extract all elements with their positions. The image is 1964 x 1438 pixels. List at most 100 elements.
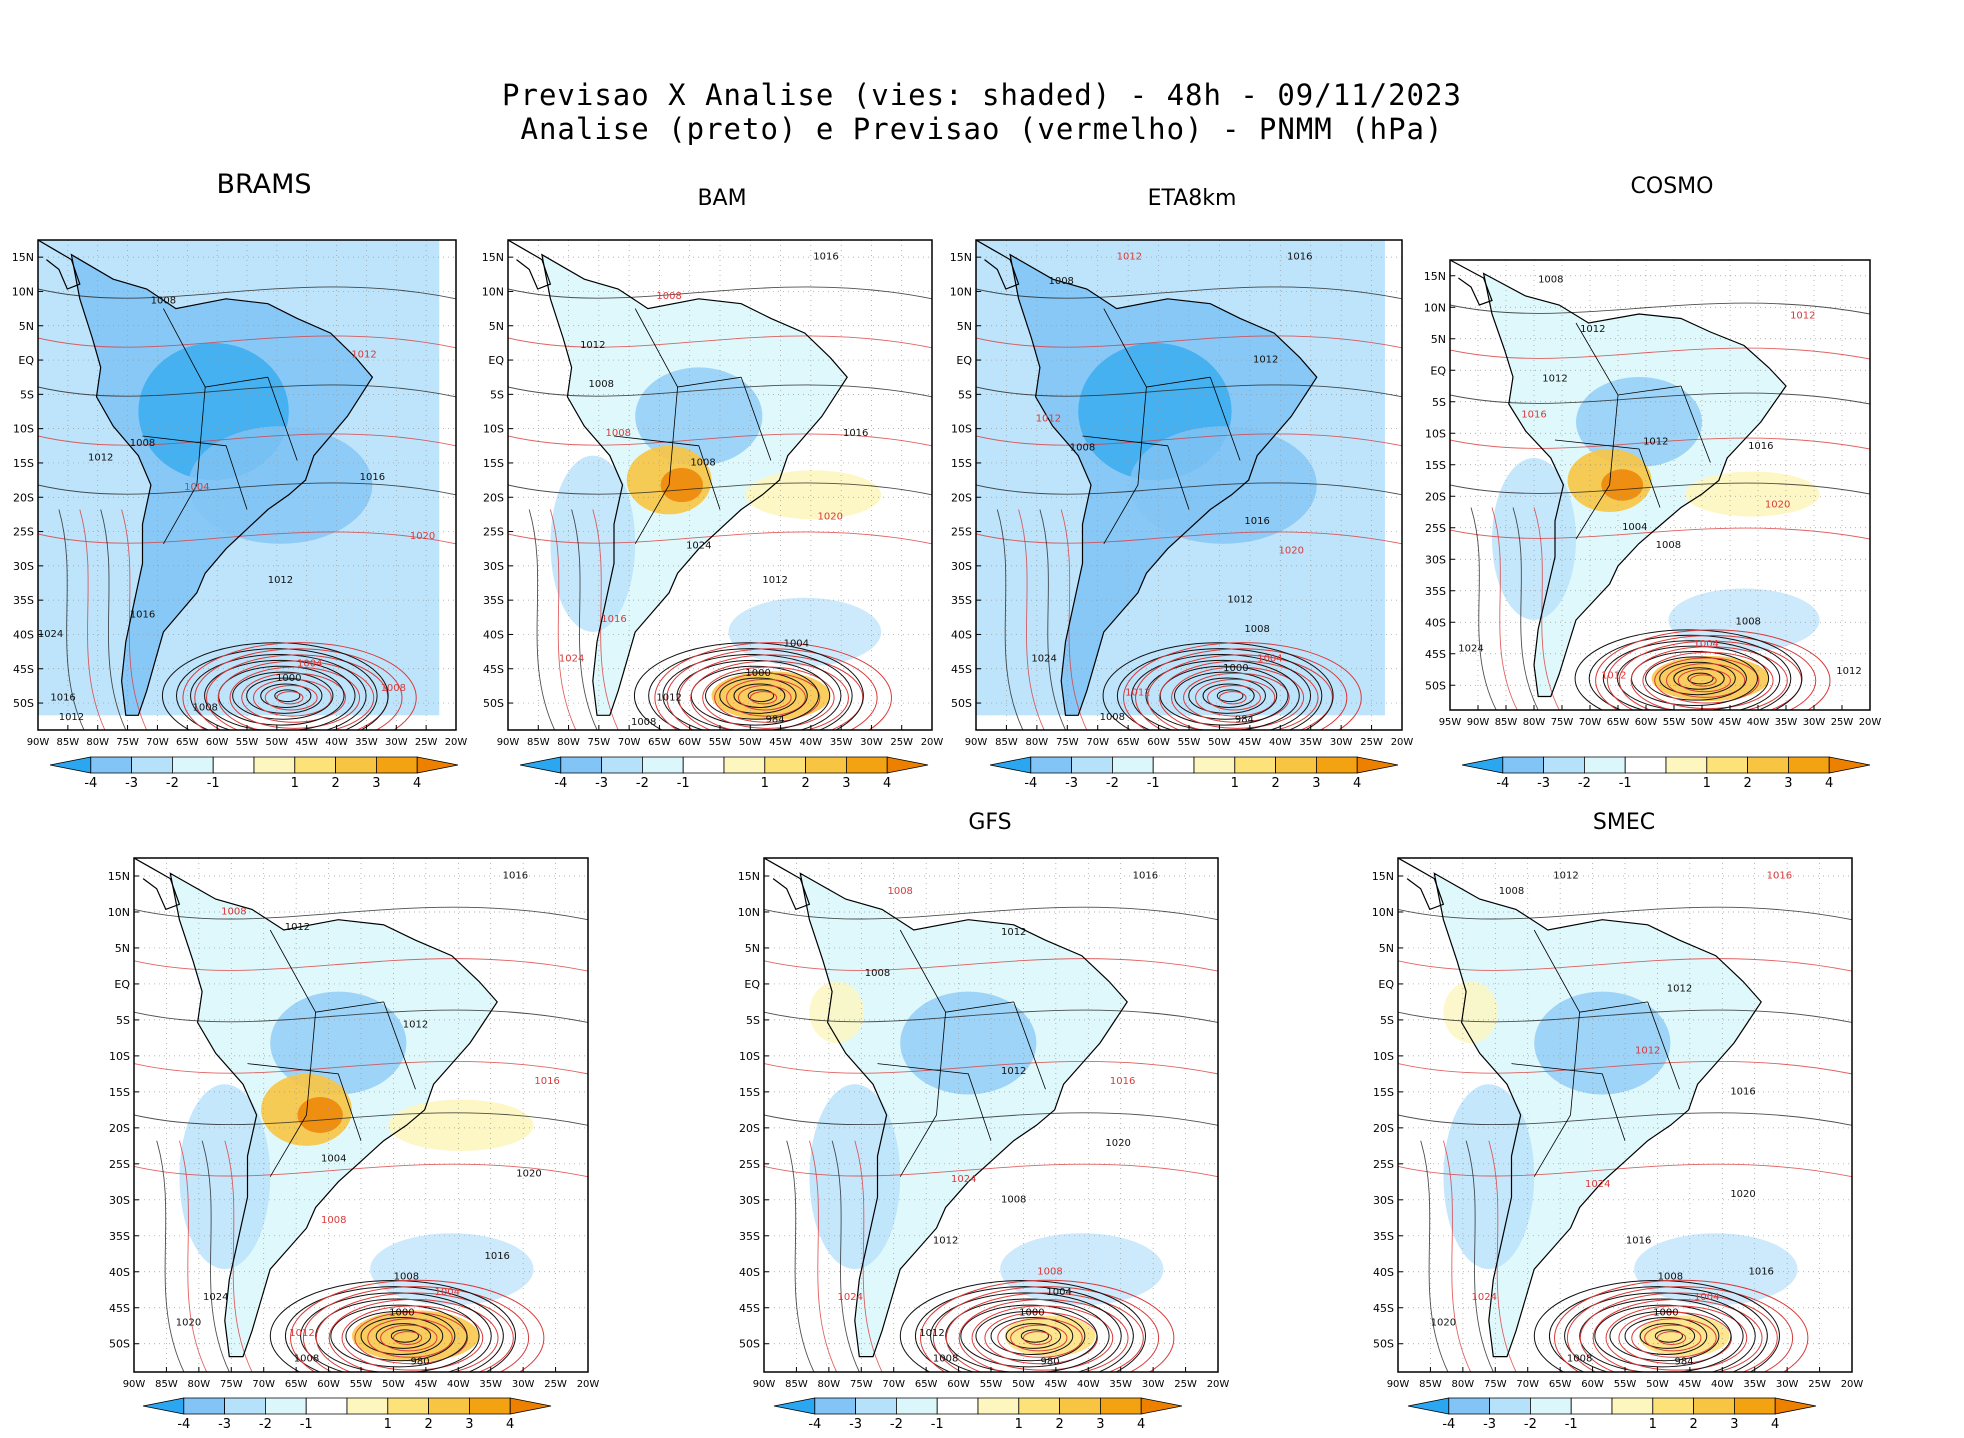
lon-tick-label: 90W xyxy=(753,1379,776,1390)
isobar-value-label: 1012 xyxy=(1227,595,1252,606)
isobar-line xyxy=(134,1112,588,1126)
lon-tick-label: 40W xyxy=(1711,1379,1734,1390)
lat-tick-label: 30S xyxy=(1373,1194,1394,1207)
colorbar-label: -2 xyxy=(1578,776,1591,791)
lon-tick-label: 35W xyxy=(1743,1379,1766,1390)
analysis-isobar xyxy=(176,648,378,730)
lat-tick-label: 10S xyxy=(483,423,504,436)
lon-tick-label: 55W xyxy=(1614,1379,1637,1390)
colorbar: -4 -3 -2 -1 1 2 3 4 xyxy=(1407,1397,1817,1432)
lat-tick-label: EQ xyxy=(114,978,130,991)
isobar-value-label: 1008 xyxy=(151,296,176,307)
isobar-value-label: 1012 xyxy=(1125,688,1150,699)
forecast-isobar xyxy=(1618,1311,1732,1365)
lon-tick-label: 55W xyxy=(1178,737,1201,748)
isobar-value-label: 1012 xyxy=(762,575,787,586)
lon-tick-label: 25W xyxy=(1174,1379,1197,1390)
lat-tick-label: 15N xyxy=(738,870,760,883)
lon-tick-label: 40W xyxy=(447,1379,470,1390)
isobar-value-label: 1008 xyxy=(887,886,912,897)
analysis-isobar xyxy=(1533,1280,1780,1372)
low-center-label: 984 xyxy=(1235,715,1254,726)
isobar-value-label: 1016 xyxy=(130,609,155,620)
isobar-value-label: 1008 xyxy=(1658,1271,1683,1282)
isobar-value-label: 1008 xyxy=(394,1271,419,1282)
forecast-isobar xyxy=(971,1305,1114,1371)
colorbar-label: 2 xyxy=(1271,776,1279,791)
forecast-isobar xyxy=(194,648,403,730)
lon-tick-label: 50W xyxy=(266,737,289,748)
isobar-value-label: 1004 xyxy=(1694,1292,1719,1303)
lon-tick-label: 20W xyxy=(1859,717,1882,728)
lon-tick-label: 50W xyxy=(1691,717,1714,728)
isobar-line xyxy=(764,906,1218,921)
coastline xyxy=(1009,253,1318,716)
isobar-value-label: 1008 xyxy=(656,291,681,302)
lat-tick-label: 15S xyxy=(109,1086,130,1099)
colorbar-label: -4 xyxy=(1024,776,1037,791)
analysis-isobar xyxy=(719,677,797,714)
colorbar-label: -1 xyxy=(207,776,220,791)
isobar-line xyxy=(764,958,1218,972)
isobar-value-label: 1016 xyxy=(1133,871,1158,882)
isobar-line xyxy=(508,433,932,447)
analysis-isobar xyxy=(1005,1323,1062,1349)
bias-patch xyxy=(179,1084,271,1270)
colorbar-label: 1 xyxy=(761,776,769,791)
lon-tick-label: 45W xyxy=(1239,737,1262,748)
colorbar-label: -1 xyxy=(300,1417,313,1432)
lat-tick-label: 40S xyxy=(13,628,34,641)
colorbar-segment xyxy=(1543,756,1585,774)
isobar-value-label: 1012 xyxy=(1001,1066,1026,1077)
lon-tick-label: 80W xyxy=(86,737,109,748)
isobar-value-label: 1012 xyxy=(580,340,605,351)
colorbar-segment xyxy=(376,756,418,774)
analysis-isobar xyxy=(1673,667,1725,690)
forecast-isobar xyxy=(1135,648,1348,730)
country-border xyxy=(1647,1001,1680,1090)
forecast-isobar xyxy=(666,648,878,730)
forecast-isobar xyxy=(1654,657,1760,704)
lon-tick-label: 70W xyxy=(1579,717,1602,728)
lon-tick-label: 25W xyxy=(1360,737,1383,748)
colorbar-segment xyxy=(723,756,766,774)
panel-title: SMEC xyxy=(1592,810,1656,835)
bias-patch-positive xyxy=(660,467,704,503)
isobar-value-label: 1000 xyxy=(389,1307,414,1318)
colorbar-segment xyxy=(1828,756,1871,774)
isobar-value-label: 1012 xyxy=(1117,252,1142,263)
analysis-isobar xyxy=(1564,1292,1756,1372)
colorbar-segment xyxy=(896,1397,938,1415)
isobar-value-label: 1016 xyxy=(1730,1086,1755,1097)
bias-patch-positive xyxy=(1601,469,1644,501)
isobar-value-label: 1000 xyxy=(1653,1307,1678,1318)
lat-tick-label: 15S xyxy=(951,457,972,470)
isobar-value-label: 1008 xyxy=(381,683,406,694)
bias-patch-positive xyxy=(1443,981,1498,1044)
lat-tick-label: 20S xyxy=(13,491,34,504)
isobar-line xyxy=(134,906,588,921)
colorbar-segment xyxy=(509,1397,552,1415)
lon-tick-label: 55W xyxy=(236,737,259,748)
analysis-isobar xyxy=(990,1317,1074,1356)
analysis-isobar xyxy=(1645,656,1747,701)
lat-tick-label: 45S xyxy=(1425,648,1446,661)
isobar-value-label: 1024 xyxy=(1458,644,1483,655)
colorbar-label: 4 xyxy=(1771,1417,1779,1432)
forecast-isobar xyxy=(1159,660,1319,730)
colorbar-segment xyxy=(682,756,725,774)
isobar-value-label: 1016 xyxy=(484,1251,509,1262)
forecast-isobar xyxy=(920,1279,1175,1372)
lon-tick-label: 25W xyxy=(544,1379,567,1390)
forecast-isobar xyxy=(182,642,417,730)
forecast-isobar xyxy=(1595,629,1831,710)
isobar-line xyxy=(1450,527,1870,540)
isobar-value-label: 1012 xyxy=(1790,311,1815,322)
colorbar-segment xyxy=(886,756,929,774)
colorbar-segment xyxy=(1624,756,1667,774)
lon-tick-label: 70W xyxy=(1086,737,1109,748)
lat-tick-label: 45S xyxy=(739,1302,760,1315)
lat-tick-label: 10S xyxy=(951,423,972,436)
analysis-isobar xyxy=(315,1298,480,1372)
lat-tick-label: 15S xyxy=(1373,1086,1394,1099)
